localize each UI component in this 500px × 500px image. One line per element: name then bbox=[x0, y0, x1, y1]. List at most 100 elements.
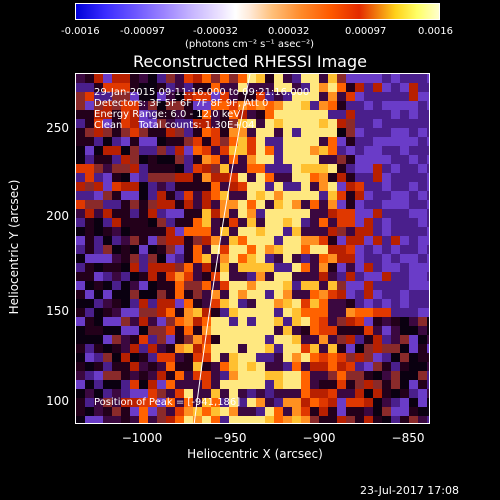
image-pixel bbox=[319, 119, 328, 128]
image-pixel bbox=[409, 137, 418, 146]
image-pixel bbox=[238, 173, 247, 182]
image-pixel bbox=[427, 290, 429, 299]
image-pixel bbox=[346, 362, 355, 371]
image-pixel bbox=[175, 110, 184, 119]
image-pixel bbox=[175, 155, 184, 164]
image-pixel bbox=[211, 236, 220, 245]
image-pixel bbox=[382, 173, 391, 182]
image-pixel bbox=[85, 407, 94, 416]
image-pixel bbox=[364, 101, 373, 110]
image-pixel bbox=[256, 200, 265, 209]
image-pixel bbox=[346, 407, 355, 416]
image-pixel bbox=[238, 335, 247, 344]
image-pixel bbox=[148, 182, 157, 191]
image-pixel bbox=[103, 110, 112, 119]
image-pixel bbox=[364, 290, 373, 299]
image-pixel bbox=[301, 137, 310, 146]
image-pixel bbox=[274, 245, 283, 254]
image-pixel bbox=[112, 227, 121, 236]
image-pixel bbox=[85, 227, 94, 236]
image-pixel bbox=[148, 335, 157, 344]
image-pixel bbox=[85, 272, 94, 281]
image-pixel bbox=[391, 299, 400, 308]
image-pixel bbox=[139, 308, 148, 317]
image-pixel bbox=[310, 236, 319, 245]
image-pixel bbox=[391, 200, 400, 209]
image-pixel bbox=[418, 290, 427, 299]
image-pixel bbox=[166, 362, 175, 371]
image-pixel bbox=[274, 155, 283, 164]
image-pixel bbox=[139, 290, 148, 299]
image-pixel bbox=[184, 344, 193, 353]
image-pixel bbox=[427, 83, 429, 92]
image-pixel bbox=[427, 200, 429, 209]
image-pixel bbox=[103, 254, 112, 263]
image-pixel bbox=[391, 335, 400, 344]
image-pixel bbox=[166, 353, 175, 362]
image-pixel bbox=[292, 191, 301, 200]
image-pixel bbox=[283, 371, 292, 380]
image-pixel bbox=[346, 380, 355, 389]
image-pixel bbox=[391, 155, 400, 164]
image-pixel bbox=[265, 173, 274, 182]
image-pixel bbox=[121, 389, 130, 398]
image-pixel bbox=[193, 128, 202, 137]
image-pixel bbox=[418, 227, 427, 236]
image-pixel bbox=[427, 137, 429, 146]
image-pixel bbox=[355, 344, 364, 353]
image-pixel bbox=[193, 119, 202, 128]
image-pixel bbox=[157, 281, 166, 290]
image-pixel bbox=[418, 254, 427, 263]
image-pixel bbox=[265, 164, 274, 173]
image-pixel bbox=[211, 110, 220, 119]
image-pixel bbox=[274, 290, 283, 299]
rhessi-image bbox=[76, 74, 429, 423]
image-pixel bbox=[76, 335, 85, 344]
image-pixel bbox=[427, 164, 429, 173]
image-pixel bbox=[130, 407, 139, 416]
image-pixel bbox=[346, 317, 355, 326]
image-pixel bbox=[373, 128, 382, 137]
image-pixel bbox=[229, 128, 238, 137]
image-pixel bbox=[157, 173, 166, 182]
image-pixel bbox=[220, 164, 229, 173]
image-pixel bbox=[418, 245, 427, 254]
image-pixel bbox=[301, 416, 310, 423]
image-pixel bbox=[247, 164, 256, 173]
image-pixel bbox=[238, 218, 247, 227]
image-pixel bbox=[121, 263, 130, 272]
image-pixel bbox=[265, 308, 274, 317]
image-pixel bbox=[283, 146, 292, 155]
image-pixel bbox=[301, 362, 310, 371]
image-pixel bbox=[157, 227, 166, 236]
image-pixel bbox=[175, 209, 184, 218]
image-pixel bbox=[85, 182, 94, 191]
image-pixel bbox=[292, 227, 301, 236]
image-pixel bbox=[337, 272, 346, 281]
image-pixel bbox=[238, 371, 247, 380]
image-pixel bbox=[373, 416, 382, 423]
image-pixel bbox=[400, 74, 409, 83]
image-pixel bbox=[220, 227, 229, 236]
image-pixel bbox=[346, 308, 355, 317]
image-pixel bbox=[409, 290, 418, 299]
image-pixel bbox=[346, 290, 355, 299]
image-pixel bbox=[76, 317, 85, 326]
image-pixel bbox=[400, 254, 409, 263]
image-pixel bbox=[148, 146, 157, 155]
image-pixel bbox=[301, 101, 310, 110]
image-pixel bbox=[130, 254, 139, 263]
image-pixel bbox=[202, 272, 211, 281]
image-pixel bbox=[211, 290, 220, 299]
image-pixel bbox=[427, 218, 429, 227]
image-pixel bbox=[418, 182, 427, 191]
image-pixel bbox=[400, 218, 409, 227]
image-pixel bbox=[211, 263, 220, 272]
image-pixel bbox=[265, 272, 274, 281]
image-pixel bbox=[409, 272, 418, 281]
image-pixel bbox=[184, 362, 193, 371]
image-pixel bbox=[328, 299, 337, 308]
image-pixel bbox=[310, 380, 319, 389]
image-pixel bbox=[337, 281, 346, 290]
image-pixel bbox=[256, 101, 265, 110]
